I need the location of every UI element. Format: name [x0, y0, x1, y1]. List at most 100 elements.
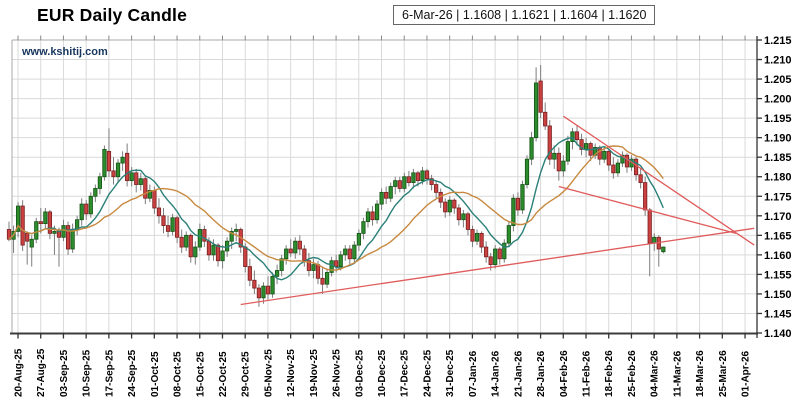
candle-up	[620, 154, 625, 164]
plot-border	[10, 36, 758, 338]
candle-down	[306, 260, 312, 271]
candle-down	[424, 170, 430, 180]
candle-up	[88, 195, 93, 215]
candle-down	[106, 150, 112, 172]
candle-down	[543, 111, 548, 127]
y-tick-label: 1.205	[764, 74, 792, 86]
candle-down	[347, 248, 352, 260]
candle-up	[583, 143, 589, 150]
watermark: www.kshitij.com	[22, 46, 108, 58]
candle-down	[20, 205, 25, 246]
candle-up	[284, 248, 289, 260]
candle-down	[465, 213, 471, 230]
y-tick-label: 1.185	[764, 152, 792, 164]
candle-up	[365, 211, 371, 223]
x-tick-label: 01-Apr-26	[741, 350, 752, 397]
candle-up	[15, 205, 21, 232]
candle-up	[338, 254, 343, 267]
x-tick-label: 24-Sep-25	[127, 349, 138, 397]
candle-up	[220, 250, 225, 262]
candle-up	[570, 131, 575, 142]
candle-down	[256, 287, 262, 299]
candle-down	[434, 184, 439, 193]
candle-up	[565, 141, 571, 162]
candle-up	[61, 225, 66, 238]
candle-down	[452, 199, 457, 209]
candle-down	[606, 150, 611, 166]
candle-down	[406, 176, 411, 183]
x-tick-label: 18-Feb-26	[604, 350, 615, 397]
candle-down	[643, 182, 648, 211]
candle-down	[384, 191, 389, 199]
x-tick-label: 10-Dec-25	[377, 349, 388, 397]
candle-down	[370, 211, 375, 221]
candle-up	[279, 258, 284, 271]
candle-down	[206, 240, 212, 256]
candle-down	[161, 215, 166, 226]
candle-down	[6, 229, 12, 240]
candle-up	[393, 180, 398, 187]
x-tick-label: 20-Aug-25	[14, 348, 25, 397]
candle-up	[356, 232, 361, 246]
candle-down	[125, 152, 130, 182]
candle-up	[270, 275, 275, 295]
candle-up	[120, 156, 125, 164]
candle-down	[143, 178, 148, 199]
candle-up	[361, 221, 366, 234]
x-tick-label: 18-Mar-26	[695, 350, 706, 397]
candle-up	[102, 148, 107, 178]
candle-up	[147, 190, 152, 199]
candle-up	[474, 232, 480, 242]
candle-up	[138, 178, 143, 185]
candle-down	[515, 197, 521, 211]
candle-up	[502, 242, 507, 260]
candle-down	[84, 203, 89, 215]
y-tick-label: 1.150	[764, 289, 792, 301]
candle-down	[38, 221, 43, 225]
candle-up	[229, 231, 234, 242]
y-tick-label: 1.180	[764, 172, 792, 184]
x-tick-label: 01-Oct-25	[150, 351, 161, 397]
candle-up	[34, 221, 39, 240]
candle-down	[488, 256, 493, 266]
x-tick-label: 14-Jan-26	[491, 350, 502, 397]
candle-down	[188, 234, 193, 258]
candle-up	[211, 244, 216, 256]
candle-down	[538, 80, 543, 113]
candle-up	[43, 211, 48, 225]
x-tick-label: 17-Sep-25	[104, 349, 115, 397]
x-tick-label: 25-Mar-26	[718, 350, 729, 397]
candle-up	[520, 184, 525, 211]
candle-up	[311, 264, 316, 271]
candle-down	[165, 225, 171, 232]
candle-up	[97, 176, 102, 189]
candle-up	[93, 188, 98, 197]
candle-up	[52, 231, 57, 234]
candle-down	[397, 180, 402, 189]
candle-up	[324, 272, 330, 285]
candle-down	[202, 229, 207, 242]
x-tick-label: 15-Oct-25	[195, 351, 206, 397]
y-tick-label: 1.145	[764, 308, 792, 320]
x-tick-label: 21-Jan-26	[513, 350, 524, 397]
x-tick-label: 08-Oct-25	[173, 351, 184, 397]
ascending-support	[240, 227, 755, 306]
x-tick-label: 29-Oct-25	[241, 351, 252, 397]
candle-down	[265, 285, 271, 295]
x-tick-label: 28-Jan-26	[536, 350, 547, 397]
candle-up	[552, 152, 557, 160]
candle-down	[175, 217, 180, 238]
candle-up	[534, 82, 539, 139]
candle-down	[579, 139, 584, 150]
candle-up	[493, 248, 498, 266]
y-tick-label: 1.215	[764, 35, 792, 47]
candle-up	[115, 162, 121, 178]
x-tick-label: 19-Nov-25	[309, 349, 320, 397]
candles	[6, 65, 666, 307]
candle-up	[293, 240, 298, 254]
candle-down	[624, 154, 630, 168]
y-tick-label: 1.190	[764, 133, 792, 145]
candle-up	[261, 285, 266, 299]
